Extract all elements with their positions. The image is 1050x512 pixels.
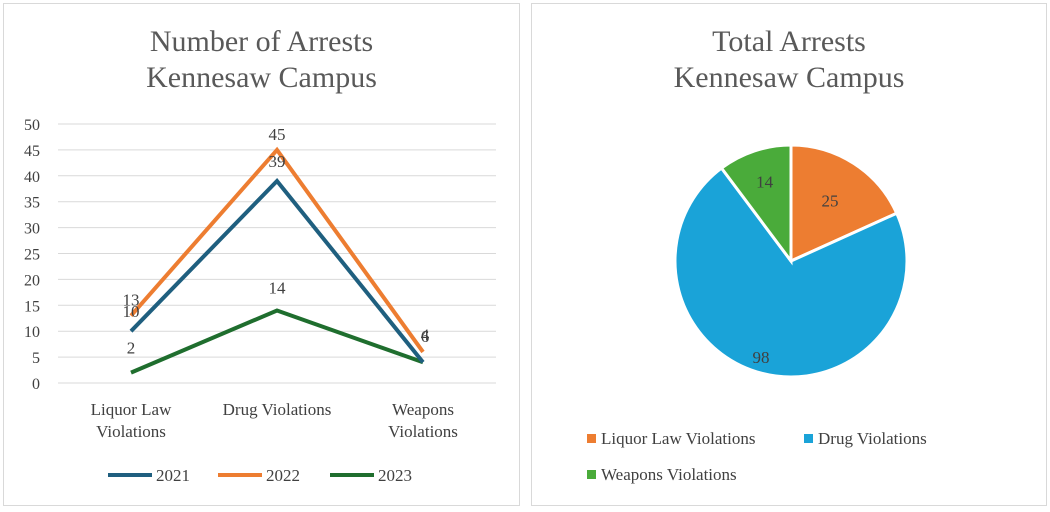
legend-swatch: [587, 434, 596, 443]
x-tick-label: Violations: [388, 422, 458, 441]
y-tick-label: 50: [24, 117, 40, 134]
data-label: 4: [421, 325, 430, 344]
pie-data-label: 98: [753, 348, 770, 367]
x-tick-label: Drug Violations: [223, 400, 332, 419]
y-tick-label: 35: [24, 195, 40, 212]
data-label: 13: [123, 291, 140, 310]
y-tick-label: 0: [32, 376, 40, 393]
legend-label: Weapons Violations: [601, 465, 737, 484]
y-tick-label: 45: [24, 143, 40, 160]
pie-chart: 25 98 14 Liquor Law Violations Drug Violatio…: [587, 143, 927, 484]
pie-data-label: 25: [822, 192, 839, 211]
legend-swatch: [804, 434, 813, 443]
line-chart-title: Number of Arrests Kennesaw Campus: [4, 24, 519, 96]
y-tick-label: 25: [24, 247, 40, 264]
line-chart-title-line-1: Number of Arrests: [149, 25, 374, 58]
pie-chart-panel: Total Arrests Kennesaw Campus 25 98 14 Liqu…: [531, 3, 1047, 506]
pie-chart-title-line-1: Total Arrests: [712, 25, 866, 58]
x-tick-label: Liquor Law: [91, 400, 172, 419]
series-line-2023: [130, 308, 424, 375]
legend-label-2023: 2023: [378, 466, 412, 485]
pie-slice: [789, 143, 899, 264]
data-label: 10: [123, 302, 140, 321]
y-tick-label: 30: [24, 221, 40, 238]
legend-swatch: [587, 470, 596, 479]
y-tick-label: 40: [24, 169, 40, 186]
pie-slice: [673, 165, 909, 379]
data-label: 39: [269, 152, 286, 171]
legend-label: Drug Violations: [818, 429, 927, 448]
data-label: 6: [421, 327, 430, 346]
legend-label: Liquor Law Violations: [601, 429, 755, 448]
pie-slice: [719, 143, 793, 266]
x-tick-label: Violations: [96, 422, 166, 441]
pie-data-label: 14: [756, 173, 774, 192]
legend-label-2021: 2021: [156, 466, 190, 485]
y-tick-label: 5: [32, 350, 40, 367]
series-line-2022: [129, 146, 425, 354]
legend-label-2022: 2022: [266, 466, 300, 485]
pie-chart-title: Total Arrests Kennesaw Campus: [532, 24, 1046, 96]
line-chart-title-line-2: Kennesaw Campus: [146, 61, 377, 94]
line-chart-panel: Number of Arrests Kennesaw Campus 0 5 10 15…: [3, 3, 520, 506]
x-tick-label: Weapons: [392, 400, 454, 419]
data-label: 45: [269, 125, 286, 144]
series-line-2021: [129, 177, 425, 364]
pie-chart-title-line-2: Kennesaw Campus: [673, 61, 905, 94]
data-label: 2: [127, 339, 136, 358]
y-tick-label: 20: [24, 272, 40, 289]
line-chart: 0 5 10 15 20 25 30 35 40 45 50 Liquor Law Violations…: [24, 117, 496, 485]
data-label: 14: [269, 278, 287, 297]
y-tick-label: 10: [24, 324, 40, 341]
y-tick-label: 15: [24, 298, 40, 315]
